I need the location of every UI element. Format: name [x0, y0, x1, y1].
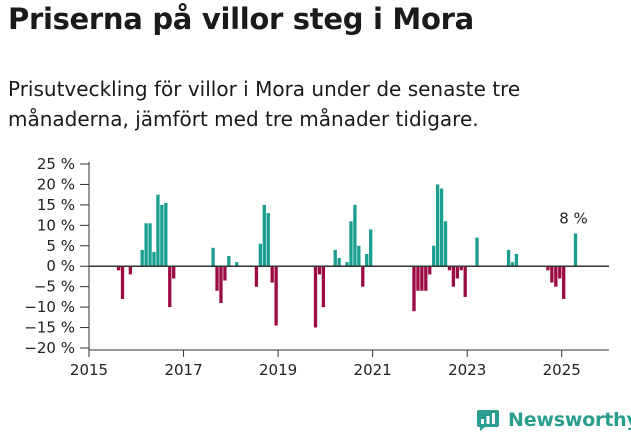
bar — [140, 249, 144, 267]
bar — [451, 266, 456, 287]
bar — [120, 266, 125, 299]
bar — [573, 233, 578, 267]
bar — [156, 194, 160, 267]
y-tick-label: 25 % — [37, 155, 75, 173]
bar — [337, 258, 341, 267]
brand-footer: Newsworthy — [476, 408, 631, 432]
y-tick-label: 20 % — [37, 175, 75, 193]
bar — [148, 223, 152, 267]
bar — [416, 266, 420, 291]
bar — [353, 204, 357, 267]
bar — [160, 204, 164, 267]
bar — [333, 249, 337, 267]
bar — [128, 266, 133, 275]
bar — [227, 256, 231, 267]
bar — [443, 221, 448, 267]
x-tick-label: 2015 — [70, 361, 108, 379]
bar — [274, 266, 278, 326]
bar — [266, 213, 270, 267]
bar — [219, 266, 223, 304]
bar — [254, 266, 259, 287]
bar — [357, 245, 361, 267]
bar — [262, 204, 266, 267]
bar — [349, 221, 353, 267]
bar — [424, 266, 428, 291]
y-tick-label: 10 % — [37, 216, 75, 234]
bar — [428, 266, 432, 275]
bar — [223, 266, 227, 281]
bar — [459, 266, 463, 271]
bar — [172, 266, 176, 279]
bar — [447, 266, 452, 271]
y-tick-label: 5 % — [46, 237, 75, 255]
y-tick-label: −20 % — [24, 339, 75, 357]
bar — [313, 266, 318, 328]
bar — [317, 266, 322, 275]
bar — [270, 266, 274, 283]
bar — [554, 266, 558, 287]
bar — [164, 202, 168, 267]
bar — [116, 266, 121, 271]
y-tick-label: −10 % — [24, 298, 75, 316]
bar — [475, 237, 479, 267]
brand-name: Newsworthy — [508, 409, 631, 431]
bar — [369, 229, 373, 267]
x-tick-label: 2021 — [354, 361, 392, 379]
bar — [420, 266, 424, 291]
bar — [144, 223, 148, 267]
x-tick-label: 2017 — [164, 361, 202, 379]
bar — [168, 266, 172, 308]
newsworthy-logo-icon — [477, 410, 499, 431]
x-tick-label: 2025 — [543, 361, 581, 379]
bar — [506, 249, 511, 267]
bar — [211, 247, 215, 267]
bar — [550, 266, 554, 283]
annotation-label: 8 % — [559, 210, 588, 228]
bar — [435, 184, 440, 267]
chart-title: Priserna på villor steg i Mora — [8, 2, 474, 36]
bar — [562, 266, 566, 299]
y-tick-label: 15 % — [37, 196, 75, 214]
bar — [463, 266, 467, 297]
x-tick-label: 2023 — [448, 361, 486, 379]
y-tick-label: −15 % — [24, 319, 75, 337]
bar — [432, 245, 436, 267]
bar — [345, 262, 349, 267]
bar — [514, 253, 519, 267]
y-tick-label: −5 % — [34, 278, 75, 296]
bar — [546, 266, 550, 271]
bar — [439, 188, 444, 267]
bar — [455, 266, 459, 279]
bar — [558, 266, 562, 279]
bar — [361, 266, 365, 287]
bar — [365, 253, 369, 267]
bar — [258, 243, 263, 267]
bar — [510, 262, 515, 267]
bar-chart: 25 % 20 % 15 % 10 % 5 % 0 % −5 % −10 % −15 % −20 … — [24, 155, 609, 379]
bar — [215, 266, 219, 291]
bar — [412, 266, 416, 312]
y-tick-label: 0 % — [46, 257, 75, 275]
x-tick-label: 2019 — [259, 361, 297, 379]
chart-subtitle: Prisutveckling för villor i Mora under d… — [8, 77, 521, 131]
bar — [321, 266, 326, 308]
bar — [235, 262, 239, 267]
bar — [152, 251, 156, 267]
